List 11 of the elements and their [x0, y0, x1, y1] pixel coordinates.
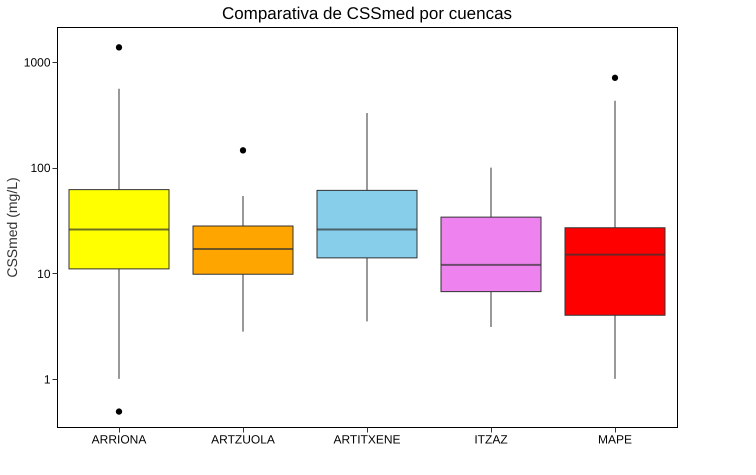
x-tick-label: MAPE: [598, 432, 632, 446]
chart-title: Comparativa de CSSmed por cuencas: [222, 4, 512, 23]
x-tick-label: ARTITXENE: [333, 432, 401, 446]
y-tick-label: 1000: [24, 56, 51, 70]
y-tick-label: 1: [44, 372, 51, 386]
y-tick-label: 10: [37, 266, 51, 281]
x-tick-label: ARRIONA: [92, 432, 146, 446]
y-tick-label: 100: [30, 161, 51, 176]
y-axis-title: CSSmed (mg/L): [4, 177, 20, 278]
x-tick-label: ARTZUOLA: [211, 432, 275, 446]
x-tick-label: ITZAZ: [474, 432, 508, 446]
